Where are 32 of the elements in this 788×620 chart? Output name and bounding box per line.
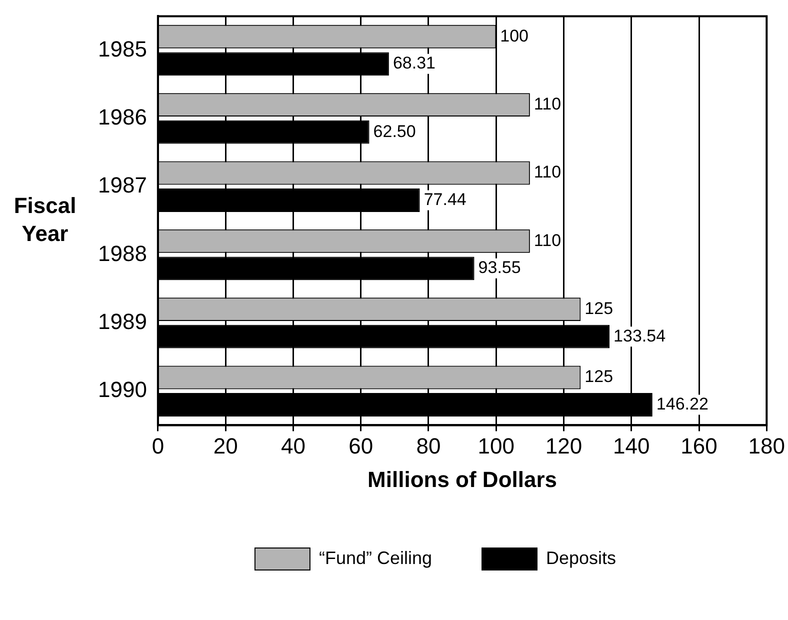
data-label: 110 xyxy=(534,94,562,114)
data-label: 68.31 xyxy=(392,54,436,73)
x-tick-label: 160 xyxy=(680,433,718,458)
y-tick-label: 1985 xyxy=(98,36,147,62)
data-label: 62.50 xyxy=(373,122,416,141)
x-tick-label: 40 xyxy=(280,433,306,458)
data-label: 125 xyxy=(584,367,614,386)
data-label: 125 xyxy=(584,299,614,318)
x-tick-label: 20 xyxy=(213,433,238,458)
x-axis-title: Millions of Dollars xyxy=(368,466,558,492)
y-tick-label: 1987 xyxy=(98,172,147,198)
data-label: 133.54 xyxy=(614,326,666,346)
data-label: 100 xyxy=(500,26,528,46)
y-tick-label: 1988 xyxy=(98,240,147,266)
data-label: 146.22 xyxy=(656,394,708,414)
data-label: 110 xyxy=(534,162,562,182)
y-axis-title: Fiscal Year xyxy=(14,192,76,246)
x-tick-label: 60 xyxy=(348,433,374,458)
data-label: 110 xyxy=(534,230,562,250)
x-tick-label: 100 xyxy=(478,433,514,458)
legend-label: Deposits xyxy=(546,548,616,568)
legend-label: “Fund” Ceiling xyxy=(318,548,432,568)
y-tick-label: 1986 xyxy=(98,104,147,130)
x-tick-label: 140 xyxy=(613,433,650,458)
x-tick-label: 0 xyxy=(152,433,164,458)
x-tick-label: 80 xyxy=(416,433,441,458)
y-tick-label: 1989 xyxy=(98,309,147,334)
x-tick-label: 180 xyxy=(748,433,786,458)
data-label: 77.44 xyxy=(424,190,466,209)
data-label: 93.55 xyxy=(478,258,521,278)
x-tick-label: 120 xyxy=(545,433,582,458)
y-tick-label: 1990 xyxy=(98,377,147,402)
